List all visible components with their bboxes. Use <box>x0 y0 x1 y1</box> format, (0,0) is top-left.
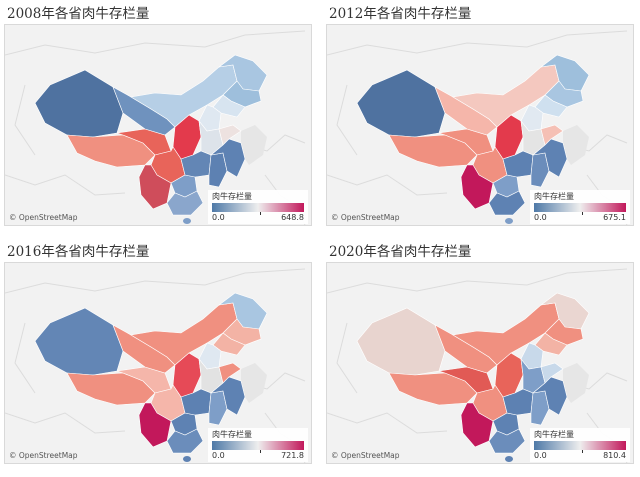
province-guangxi[interactable] <box>488 190 526 216</box>
province-east[interactable] <box>531 376 568 416</box>
legend-gradient <box>212 203 304 212</box>
country-border <box>336 322 358 394</box>
map-canvas <box>5 268 306 463</box>
legend-title: 肉牛存栏量 <box>212 430 252 439</box>
map-panel: 2016年各省肉牛存栏量 © OpenStreetMap 肉牛存栏量 0.0 721.8 <box>4 240 312 464</box>
map-attribution[interactable]: © OpenStreetMap <box>331 213 400 222</box>
province-guangxi[interactable] <box>166 428 204 454</box>
choropleth-map[interactable]: © OpenStreetMap 肉牛存栏量 0.0 810.4 <box>326 262 634 464</box>
legend-min-label: 0.0 <box>212 451 225 460</box>
legend-gradient <box>212 441 304 450</box>
legend-midpoint-tick <box>582 450 583 453</box>
color-legend: 肉牛存栏量 0.0 721.8 <box>208 428 308 462</box>
country-border <box>5 268 306 294</box>
legend-gradient <box>534 203 626 212</box>
legend-midpoint-tick <box>582 212 583 215</box>
color-legend: 肉牛存栏量 0.0 648.8 <box>208 190 308 224</box>
province-east[interactable] <box>209 138 246 178</box>
province-tibet[interactable] <box>66 372 156 406</box>
legend-max-label: 810.4 <box>603 451 626 460</box>
legend-title: 肉牛存栏量 <box>534 192 574 201</box>
country-border <box>5 174 126 196</box>
province-shandong[interactable] <box>540 362 564 384</box>
sea-area <box>563 363 589 403</box>
legend-midpoint-tick <box>260 450 261 453</box>
province-tibet[interactable] <box>388 134 478 168</box>
legend-min-label: 0.0 <box>534 213 547 222</box>
legend-max-label: 721.8 <box>281 451 304 460</box>
province-east[interactable] <box>531 138 568 178</box>
province-hainan[interactable] <box>505 456 513 462</box>
choropleth-map[interactable]: © OpenStreetMap 肉牛存栏量 0.0 675.1 <box>326 24 634 226</box>
country-border <box>336 84 358 156</box>
legend-title: 肉牛存栏量 <box>212 192 252 201</box>
country-border <box>5 412 126 434</box>
country-border <box>5 30 306 56</box>
map-attribution[interactable]: © OpenStreetMap <box>9 451 78 460</box>
sea-area <box>241 125 267 165</box>
province-east[interactable] <box>209 376 246 416</box>
province-guangxi[interactable] <box>166 190 204 216</box>
panel-title: 2016年各省肉牛存栏量 <box>7 244 150 260</box>
province-hainan[interactable] <box>183 218 191 224</box>
legend-max-label: 675.1 <box>603 213 626 222</box>
panel-title: 2020年各省肉牛存栏量 <box>329 244 472 260</box>
province-shandong[interactable] <box>540 124 564 146</box>
choropleth-map[interactable]: © OpenStreetMap 肉牛存栏量 0.0 648.8 <box>4 24 312 226</box>
legend-title: 肉牛存栏量 <box>534 430 574 439</box>
panel-title: 2008年各省肉牛存栏量 <box>7 6 150 22</box>
map-panel: 2012年各省肉牛存栏量 © OpenStreetMap 肉牛存栏量 0.0 675.1 <box>326 2 634 226</box>
country-border <box>327 268 628 294</box>
province-xinjiang[interactable] <box>356 307 446 376</box>
legend-max-label: 648.8 <box>281 213 304 222</box>
map-panel: 2008年各省肉牛存栏量 © OpenStreetMap 肉牛存栏量 0.0 648.8 <box>4 2 312 226</box>
choropleth-map[interactable]: © OpenStreetMap 肉牛存栏量 0.0 721.8 <box>4 262 312 464</box>
sea-area <box>241 363 267 403</box>
color-legend: 肉牛存栏量 0.0 810.4 <box>530 428 630 462</box>
map-canvas <box>327 268 628 463</box>
map-canvas <box>5 30 306 225</box>
province-xinjiang[interactable] <box>34 307 124 376</box>
country-border <box>327 30 628 56</box>
country-border <box>14 84 36 156</box>
province-shandong[interactable] <box>218 362 242 384</box>
province-hainan[interactable] <box>505 218 513 224</box>
province-xinjiang[interactable] <box>34 69 124 138</box>
province-hainan[interactable] <box>183 456 191 462</box>
map-attribution[interactable]: © OpenStreetMap <box>9 213 78 222</box>
panel-title: 2012年各省肉牛存栏量 <box>329 6 472 22</box>
province-tibet[interactable] <box>388 372 478 406</box>
color-legend: 肉牛存栏量 0.0 675.1 <box>530 190 630 224</box>
sea-area <box>563 125 589 165</box>
legend-min-label: 0.0 <box>212 213 225 222</box>
legend-gradient <box>534 441 626 450</box>
country-border <box>14 322 36 394</box>
province-xinjiang[interactable] <box>356 69 446 138</box>
legend-min-label: 0.0 <box>534 451 547 460</box>
legend-midpoint-tick <box>260 212 261 215</box>
map-panel: 2020年各省肉牛存栏量 © OpenStreetMap 肉牛存栏量 0.0 810.4 <box>326 240 634 464</box>
country-border <box>327 174 448 196</box>
map-canvas <box>327 30 628 225</box>
country-border <box>327 412 448 434</box>
province-shandong[interactable] <box>218 124 242 146</box>
map-attribution[interactable]: © OpenStreetMap <box>331 451 400 460</box>
province-guangxi[interactable] <box>488 428 526 454</box>
province-tibet[interactable] <box>66 134 156 168</box>
